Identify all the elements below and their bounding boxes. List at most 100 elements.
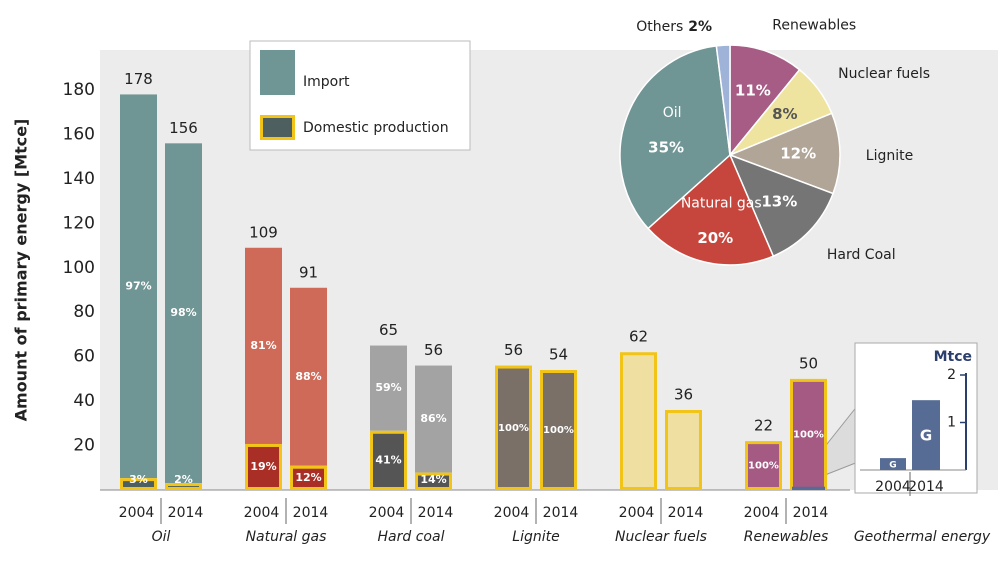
segment-label: 59% [375,381,401,394]
segment-label: 19% [250,460,276,473]
group-label: Geothermal energy [854,529,991,545]
value-label: 109 [249,223,278,241]
year-label: 2014 [668,505,704,521]
import-bar [120,94,157,479]
year-label: 2004 [744,505,780,521]
slice-name: Lignite [866,148,913,164]
bar [880,458,906,470]
segment-label: 88% [295,370,321,383]
segment-label: 14% [420,473,446,486]
bar-label: G [920,427,932,445]
year-label: 2014 [543,505,579,521]
segment-label: 100% [748,461,779,472]
legend: Import Domestic production [249,40,471,151]
segment-label: 41% [375,453,401,466]
y-tick-label: 20 [73,436,95,456]
x-tick-label: 2014 [908,479,944,495]
value-label: 22 [754,417,773,435]
domestic-bar [290,465,327,491]
y-tick-label: 80 [73,302,95,322]
bar-label: G [889,461,896,471]
bar [665,410,702,490]
slice-value: 35% [648,139,684,157]
pie-slice [728,153,835,258]
pie-slice [647,153,775,266]
import-bar [415,365,452,473]
segment-label: 100% [793,429,824,440]
year-label: 2004 [369,505,405,521]
slice-name: Nuclear fuels [838,66,930,82]
domestic-bar [370,430,407,490]
import-bar [290,287,327,466]
import-bar [245,247,282,444]
segment-label: 81% [250,339,276,352]
y-tick-label: 160 [63,124,95,144]
slice-value: 2% [688,19,712,35]
segment-label: 12% [295,471,321,484]
y-tick-label: 140 [63,169,95,189]
group-label: Renewables [744,529,829,545]
year-label: 2004 [494,505,530,521]
slice-name: Others [636,19,683,35]
year-label: 2014 [418,505,454,521]
pie-slice [619,45,731,230]
value-label: 50 [799,354,818,372]
pie-slice [729,44,801,158]
slice-value: 11% [735,81,771,99]
y-tick-label: 1 [947,415,956,431]
bar [620,352,657,490]
pie-slice [715,44,731,156]
legend-label: Import [303,74,350,90]
year-label: 2004 [244,505,280,521]
bar [792,486,825,490]
year-label: 2014 [793,505,829,521]
domestic-bar [495,365,532,490]
y-tick-label: 100 [63,258,95,278]
slice-value: 13% [761,193,797,211]
bar [912,400,940,470]
legend-label: Domestic production [303,120,449,136]
year-label: 2004 [119,505,155,521]
import-bar [370,345,407,431]
value-label: 65 [379,321,398,339]
domestic-bar [790,378,827,490]
domestic-bar [165,483,202,491]
import-bar [165,143,202,484]
segment-label: 100% [498,423,529,434]
year-label: 2014 [168,505,204,521]
value-label: 91 [299,263,318,281]
group-label: Lignite [512,529,559,545]
group-label: Hard coal [378,529,445,545]
pie-slice [727,112,841,195]
y-tick-label: 40 [73,391,95,411]
segment-label: 86% [420,412,446,425]
slice-name: Natural gas [681,196,762,212]
domestic-bar [415,472,452,491]
slice-value: 20% [697,229,733,247]
inset-unit: Mtce [934,349,972,365]
slice-name: Hard Coal [827,247,896,263]
year-label: 2004 [619,505,655,521]
segment-label: 98% [170,306,196,319]
value-label: 54 [549,346,568,364]
value-label: 156 [169,119,198,137]
slice-value: 8% [772,105,797,123]
x-tick-label: 2004 [875,479,911,495]
value-label: 36 [674,386,693,404]
legend-swatch [260,50,295,95]
domestic-bar [245,443,282,491]
domestic-bar [745,441,782,491]
value-label: 62 [629,328,648,346]
segment-label: 3% [129,473,148,486]
group-label: Natural gas [246,529,327,545]
legend-swatch [260,115,295,140]
y-tick-label: 120 [63,213,95,233]
domestic-bar [120,478,157,490]
segment-label: 97% [125,279,151,292]
slice-name: Renewables [772,17,856,33]
year-label: 2014 [293,505,329,521]
y-tick-label: 180 [63,80,95,100]
group-label: Nuclear fuels [615,529,707,545]
domestic-bar [540,370,577,490]
